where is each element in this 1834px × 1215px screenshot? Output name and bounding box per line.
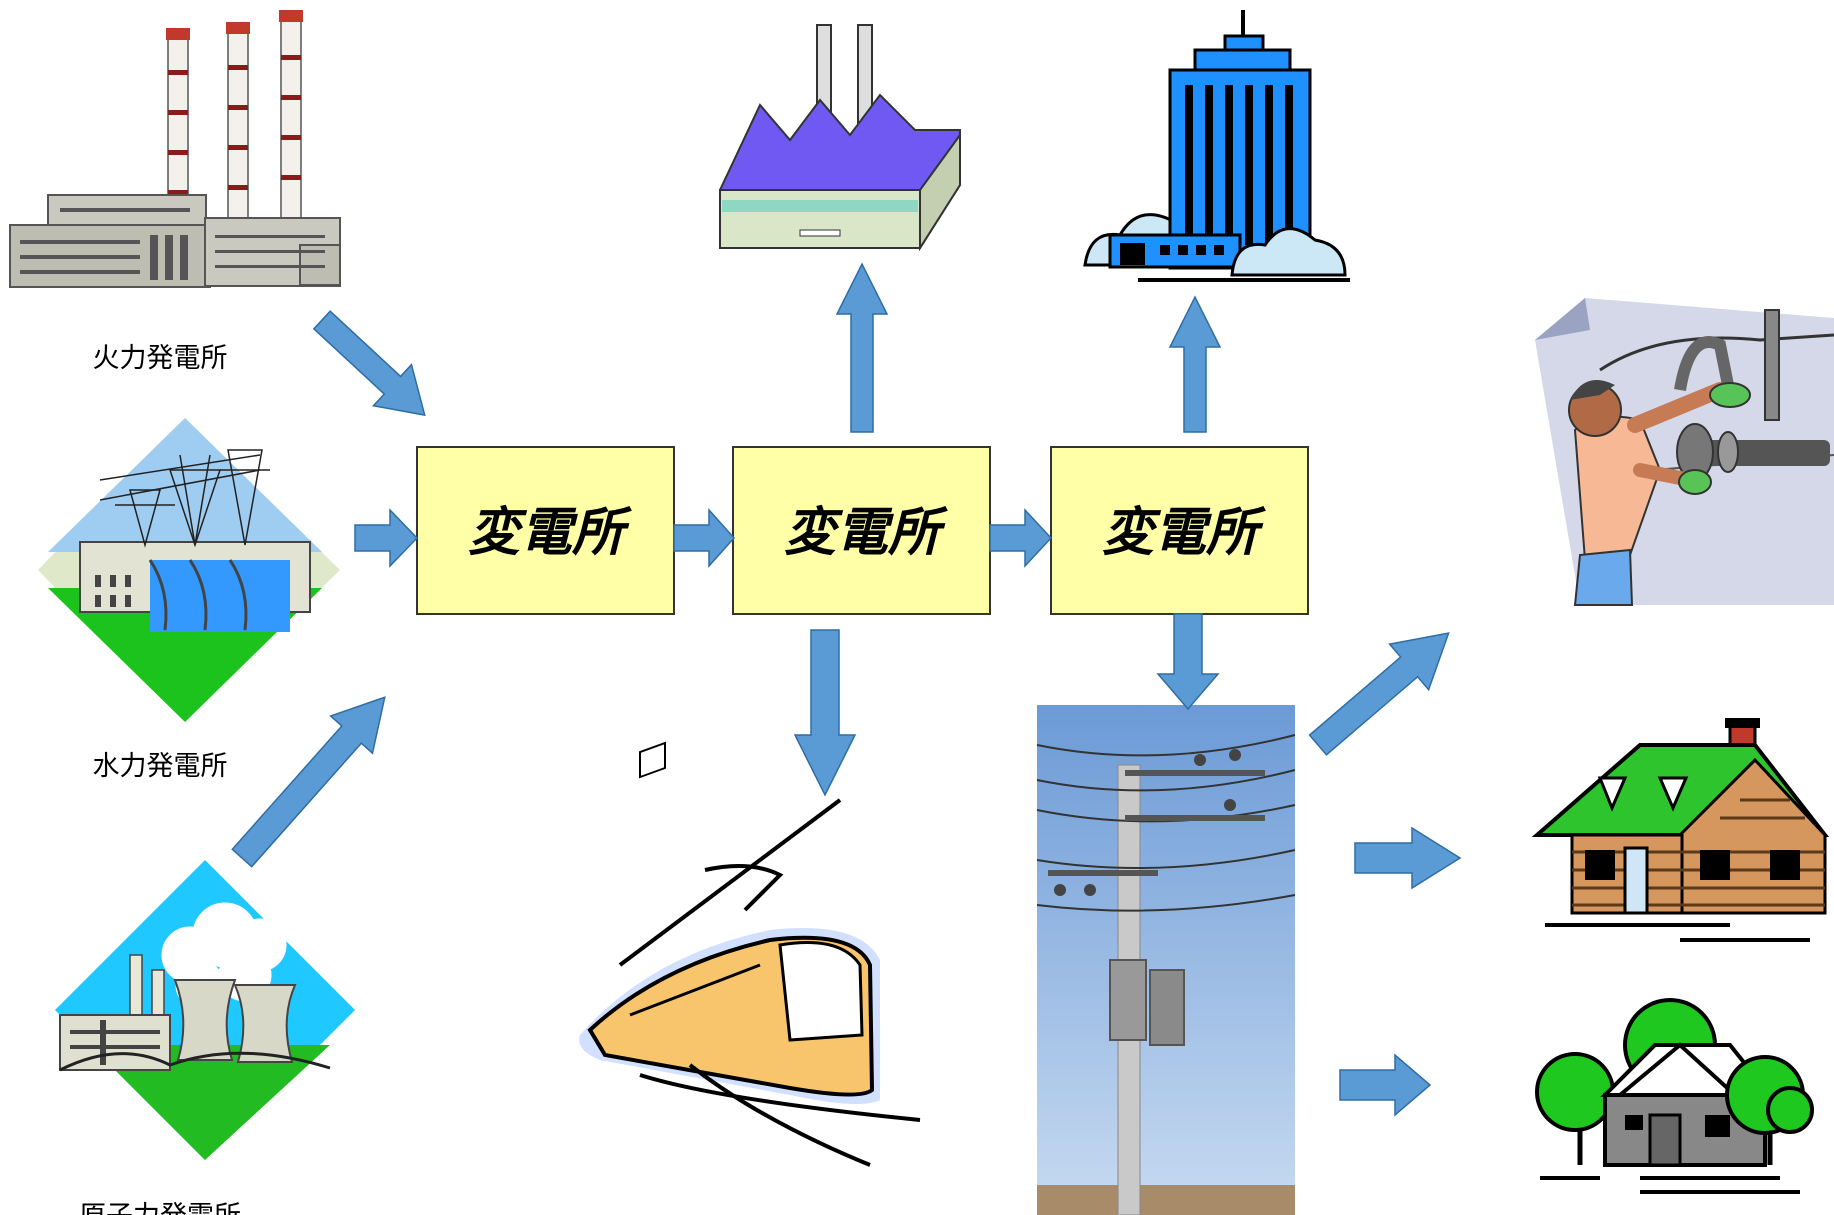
- arrow-nuclear-to-substation: [231, 696, 386, 868]
- arrow-hydro-to-substation: [354, 508, 419, 568]
- arrow-substation-to-pole: [1156, 613, 1220, 711]
- substation-1-label: 変電所: [468, 503, 632, 563]
- nuclear-plant-label: 原子力発電所: [79, 1201, 241, 1215]
- thermal-plant-label: 火力発電所: [93, 343, 228, 374]
- thermal-power-plant-icon: [9, 10, 341, 288]
- hydro-power-plant-icon: [38, 418, 340, 722]
- house-with-trees-icon: [1535, 998, 1814, 1194]
- substation-3: 変電所: [1050, 446, 1309, 615]
- arrow-substation2-to-substation3: [989, 508, 1053, 568]
- train-icon: [579, 741, 921, 1167]
- arrow-substation-to-office: [1168, 295, 1222, 433]
- utility-pole-icon: [1036, 705, 1296, 1215]
- arrow-substation1-to-substation2: [673, 508, 736, 568]
- arrow-thermal-to-substation: [312, 310, 426, 417]
- arrow-pole-to-log-house: [1354, 826, 1462, 890]
- log-house-icon: [1531, 718, 1830, 942]
- factory-icon: [719, 24, 961, 252]
- substation-1: 変電所: [416, 446, 675, 615]
- arrow-substation-to-train: [793, 629, 857, 797]
- worker-shop-icon: [1535, 298, 1834, 606]
- arrow-pole-to-worker: [1308, 632, 1450, 756]
- office-building-icon: [1083, 10, 1350, 282]
- hydro-plant-label: 水力発電所: [93, 751, 228, 782]
- nuclear-power-plant-icon: [55, 860, 355, 1160]
- substation-3-label: 変電所: [1102, 503, 1266, 563]
- substation-2-label: 変電所: [784, 503, 948, 563]
- arrow-substation-to-factory: [835, 262, 889, 433]
- substation-2: 変電所: [732, 446, 991, 615]
- arrow-pole-to-house-with-trees: [1339, 1053, 1432, 1117]
